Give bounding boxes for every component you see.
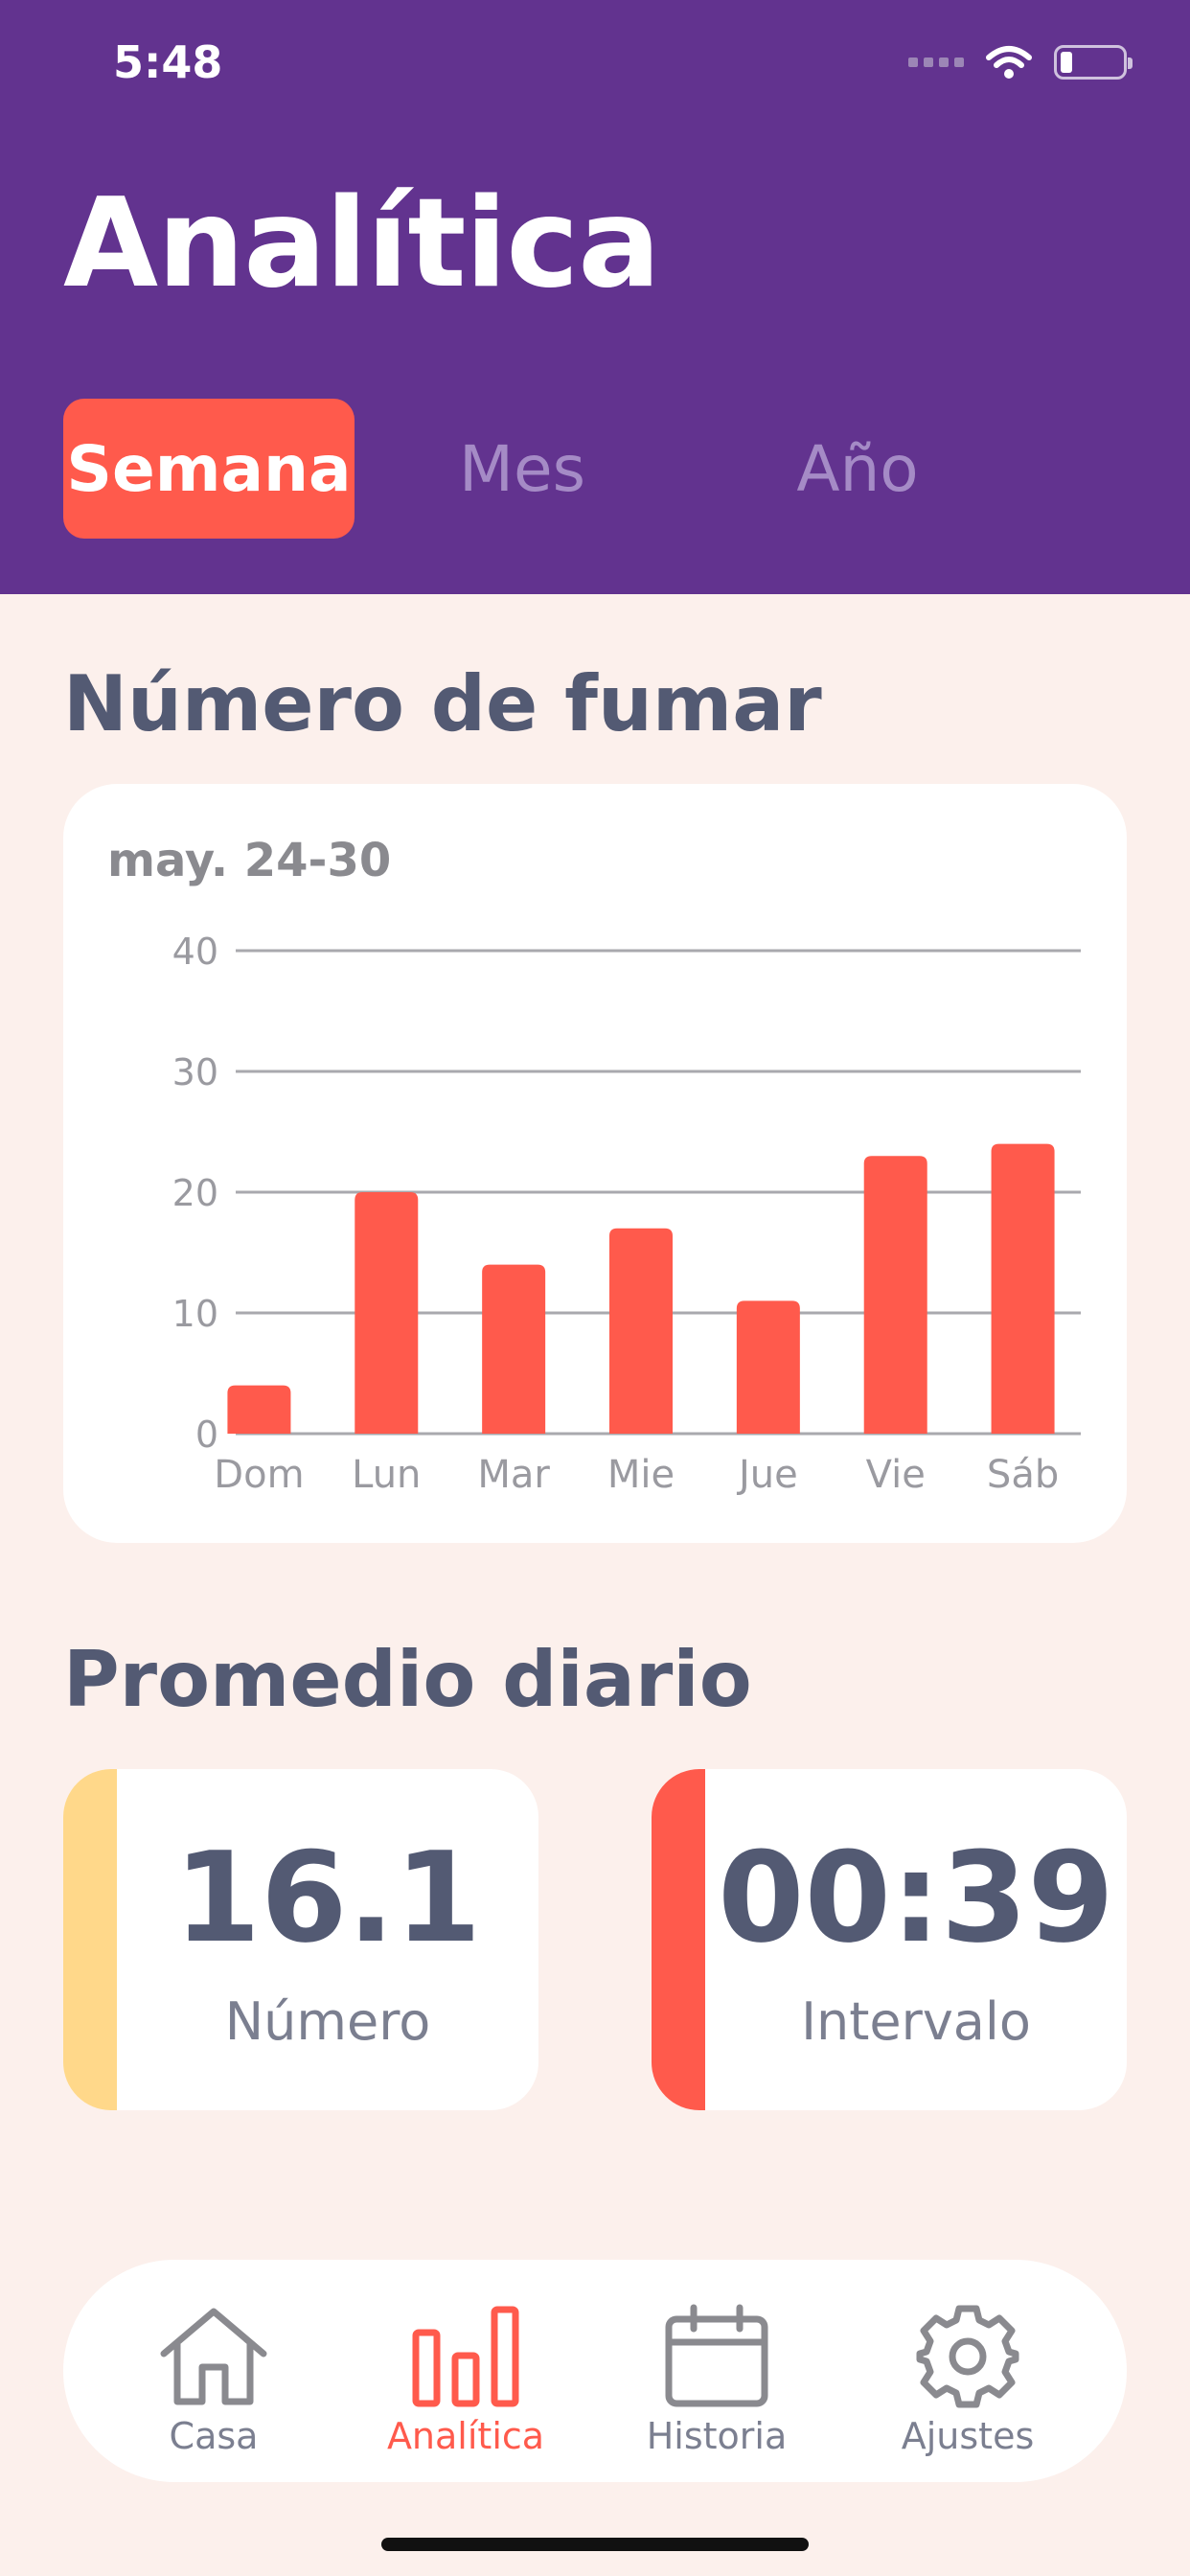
wifi-icon [986,46,1032,79]
x-tick-label: Mie [607,1453,675,1497]
tab-month[interactable]: Mes [459,431,585,506]
y-tick-label: 40 [172,931,218,973]
battery-icon [1054,45,1133,80]
x-tick-label: Mar [477,1453,550,1497]
y-tick-label: 20 [172,1172,218,1214]
bar-Mar[interactable] [482,1264,546,1434]
nav-label-history: Historia [646,2415,788,2457]
bar-Sáb[interactable] [991,1143,1055,1434]
nav-label-home: Casa [169,2415,259,2457]
number-value: 16.1 [173,1825,482,1970]
nav-item-settings[interactable]: Ajustes [872,2304,1064,2457]
home-indicator [381,2538,809,2551]
nav-item-history[interactable]: Historia [621,2304,812,2457]
nav-item-home[interactable]: Casa [118,2304,309,2457]
bar-chart-icon [412,2306,519,2407]
interval-value: 00:39 [718,1825,1114,1970]
number-label: Número [224,1991,431,2052]
bottom-nav: Casa Analítica Historia Ajustes [63,2260,1127,2482]
number-stat-card: 16.1 Número [63,1769,538,2110]
x-tick-label: Jue [736,1453,798,1497]
chart-card: may. 24-30 0 10 20 30 40 Dom Lun Mar Mie Jue Vie Sá… [63,784,1127,1543]
x-tick-label: Lun [352,1453,421,1497]
home-icon [160,2308,267,2405]
x-tick-label: Dom [214,1453,304,1497]
nav-item-analytics[interactable]: Analítica [370,2304,561,2457]
chart-date-range: may. 24-30 [107,834,392,887]
y-tick-label: 30 [172,1051,218,1093]
number-accent-bar [63,1769,117,2110]
x-tick-label: Sáb [987,1453,1059,1497]
status-icons [908,44,1133,80]
header: 5:48 Analítica Semana Mes Año [0,0,1190,594]
bar-Dom[interactable] [227,1385,291,1434]
bar-Jue[interactable] [736,1300,800,1434]
bar-Mie[interactable] [609,1228,673,1434]
daily-average-title: Promedio diario [63,1635,752,1724]
x-tick-label: Vie [866,1453,926,1497]
page-title: Analítica [63,172,661,315]
bar-Vie[interactable] [863,1156,927,1434]
y-tick-label: 0 [195,1414,218,1456]
status-time: 5:48 [113,36,223,88]
nav-label-settings: Ajustes [901,2415,1035,2457]
tab-year[interactable]: Año [796,431,919,506]
gear-icon [916,2305,1019,2408]
interval-label: Intervalo [801,1991,1031,2052]
bar-Lun[interactable] [355,1192,419,1434]
smoking-count-title: Número de fumar [63,659,822,748]
tab-week[interactable]: Semana [63,399,355,539]
smoking-bar-chart: 0 10 20 30 40 Dom Lun Mar Mie Jue Vie Sáb [172,931,1081,1497]
nav-label-analytics: Analítica [386,2415,545,2457]
y-tick-label: 10 [172,1293,218,1335]
cellular-signal-icon [908,58,964,67]
period-tabs: Semana Mes Año [63,399,1025,539]
interval-accent-bar [652,1769,705,2110]
calendar-icon [665,2304,768,2407]
interval-stat-card: 00:39 Intervalo [652,1769,1127,2110]
